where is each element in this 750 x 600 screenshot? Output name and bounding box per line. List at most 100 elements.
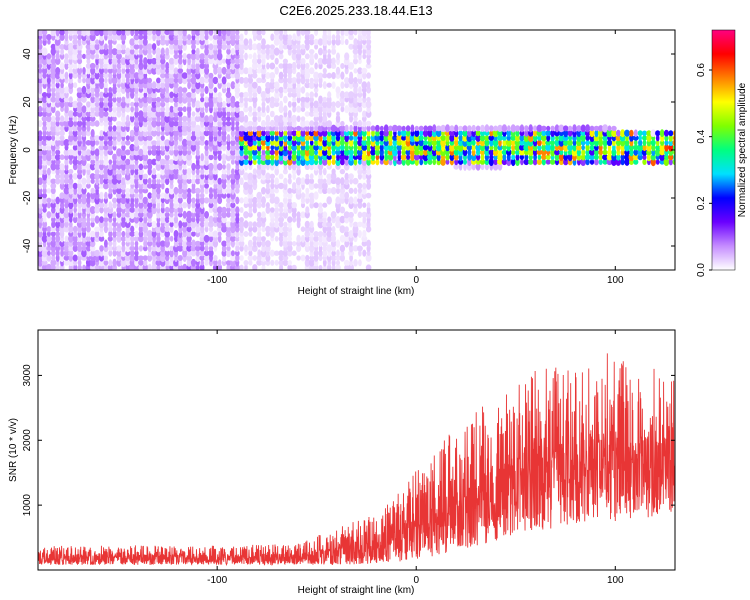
heatmap-cell — [598, 159, 603, 165]
heatmap-cell — [445, 159, 450, 165]
heatmap-cell — [251, 87, 258, 93]
heatmap-cell — [143, 34, 148, 41]
heatmap-cell — [326, 163, 332, 170]
heatmap-cell — [654, 148, 661, 157]
heatmap-cell — [73, 211, 78, 218]
heatmap-cell — [361, 144, 368, 151]
heatmap-cell — [194, 240, 201, 247]
heatmap-cell — [265, 114, 271, 123]
heatmap-cell — [432, 144, 437, 152]
heatmap-cell — [94, 148, 100, 157]
colorbar-ticks: 0.00.20.40.6 — [696, 63, 712, 277]
heatmap-cell — [304, 68, 310, 74]
heatmap-cell — [344, 96, 349, 103]
heatmap-cell — [143, 139, 148, 146]
heatmap-cell — [292, 172, 297, 180]
heatmap-cell — [138, 34, 144, 40]
heatmap-cell — [541, 154, 547, 160]
heatmap-cell — [304, 111, 310, 117]
heatmap-cell — [422, 153, 429, 162]
heatmap-cell — [239, 264, 244, 270]
heatmap-cell — [265, 240, 271, 248]
heatmap-cell — [357, 188, 362, 194]
heatmap-cell — [326, 196, 333, 205]
heatmap-cell — [169, 201, 174, 210]
heatmap-cell — [283, 125, 288, 132]
heatmap-cell — [125, 192, 131, 199]
heatmap-cell — [199, 76, 205, 85]
heatmap-cell — [112, 226, 117, 233]
heatmap-cell — [336, 249, 340, 257]
heatmap-cell — [164, 153, 170, 161]
heatmap-cell — [186, 105, 192, 114]
heatmap-cell — [248, 231, 253, 237]
heatmap-cell — [156, 144, 161, 152]
heatmap-cell — [204, 43, 209, 51]
heatmap-cell — [108, 106, 113, 113]
heatmap-cell — [177, 38, 183, 46]
heatmap-cell — [124, 149, 131, 156]
heatmap-cell — [42, 144, 47, 151]
heatmap-cell — [195, 30, 201, 36]
heatmap-cell — [278, 182, 285, 190]
heatmap-cell — [134, 192, 139, 199]
heatmap-cell — [133, 153, 140, 161]
heatmap-cell — [151, 205, 157, 215]
heatmap-cell — [156, 139, 161, 146]
heatmap-cell — [326, 63, 332, 69]
heatmap-cell — [414, 129, 420, 137]
heatmap-cell — [366, 43, 372, 51]
heatmap-cell — [256, 33, 263, 41]
heatmap-cell — [155, 87, 162, 93]
heatmap-cell — [300, 96, 306, 103]
heatmap-cell — [663, 158, 670, 166]
heatmap-cell — [231, 125, 235, 132]
heatmap-cell — [217, 192, 223, 199]
heatmap-cell — [313, 183, 319, 189]
heatmap-cell — [38, 144, 43, 151]
heatmap-cell — [637, 143, 644, 152]
heatmap-cell — [331, 101, 336, 108]
colorbar-label: Normalized spectral amplitude — [737, 82, 748, 217]
heatmap-cell — [361, 139, 368, 146]
heatmap-cell — [480, 124, 485, 132]
heatmap-cell — [291, 130, 297, 137]
heatmap-cell — [213, 154, 218, 161]
heatmap-cell — [392, 124, 398, 133]
heatmap-cell — [230, 149, 236, 156]
heatmap-cell — [291, 163, 297, 171]
heatmap-cell — [327, 53, 332, 60]
heatmap-cell — [410, 124, 415, 133]
heatmap-cell — [77, 134, 82, 142]
heatmap-cell — [89, 163, 96, 171]
heatmap-cell — [361, 235, 368, 243]
heatmap-cell — [68, 183, 74, 189]
heatmap-cell — [126, 215, 130, 224]
heatmap-cell — [519, 154, 525, 160]
heatmap-cell — [370, 159, 376, 165]
heatmap-cell — [187, 191, 192, 200]
heatmap-cell — [256, 201, 262, 209]
heatmap-cell — [217, 196, 223, 205]
heatmap-cell — [279, 42, 284, 51]
heatmap-cell — [274, 207, 280, 213]
heatmap-cell — [322, 259, 327, 267]
heatmap-cell — [174, 144, 178, 151]
heatmap-cell — [129, 153, 135, 161]
heatmap-cell — [217, 259, 222, 267]
heatmap-cell — [203, 120, 210, 127]
heatmap-cell — [379, 125, 384, 132]
heatmap-cell — [138, 225, 144, 234]
heatmap-cell — [146, 230, 153, 238]
heatmap-cell — [282, 33, 289, 42]
heatmap-cell — [173, 244, 179, 253]
heatmap-cell — [38, 63, 43, 69]
heatmap-cell — [138, 129, 144, 137]
heatmap-cell — [68, 130, 74, 137]
heatmap-cell — [76, 87, 83, 93]
heatmap-cell — [181, 120, 188, 127]
heatmap-cell — [112, 33, 117, 42]
heatmap-cell — [247, 192, 254, 199]
heatmap-cell — [147, 57, 153, 65]
heatmap-cell — [142, 182, 148, 190]
